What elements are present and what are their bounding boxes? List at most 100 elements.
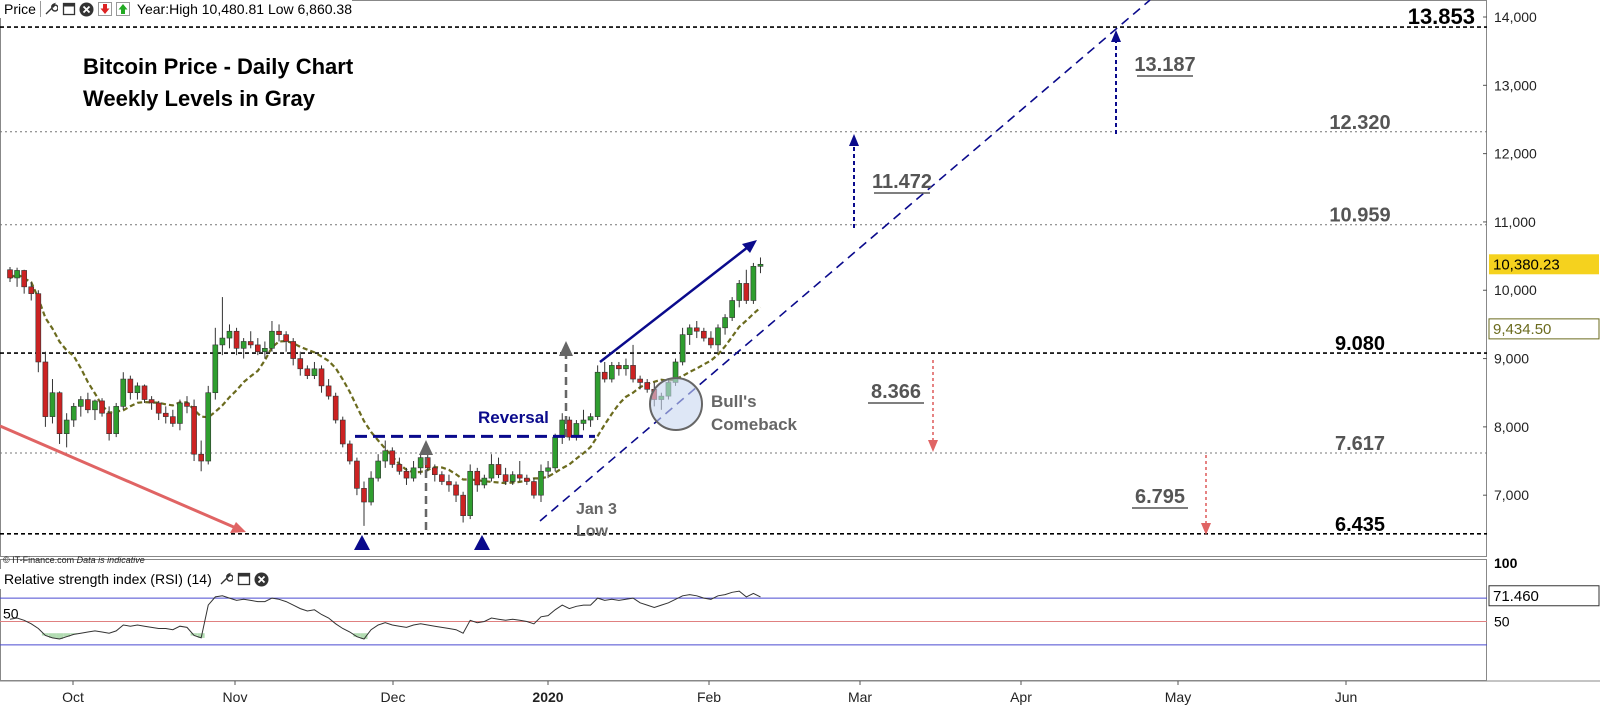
candle-body — [162, 412, 169, 417]
candle-body — [226, 330, 233, 339]
candle-body — [502, 474, 509, 482]
candle-body — [396, 464, 403, 472]
close-icon[interactable] — [254, 571, 270, 587]
candle-body — [467, 470, 474, 516]
candle-body — [332, 395, 339, 421]
bulls-label: Comeback — [711, 415, 798, 434]
candle-body — [120, 378, 127, 407]
price-label: Price — [0, 1, 41, 17]
candle-body — [495, 464, 502, 475]
candle-body — [297, 358, 304, 370]
candle-body — [431, 467, 438, 475]
close-icon[interactable] — [79, 1, 95, 17]
candle-body — [78, 399, 84, 407]
wrench-icon[interactable] — [43, 1, 59, 17]
downtrend-arrowhead — [230, 522, 246, 533]
target-arrowhead — [849, 134, 859, 146]
price-panel-frame — [0, 0, 1487, 557]
candle-body — [219, 337, 226, 346]
rsi-oversold-fill — [56, 633, 64, 640]
target-label: 11.472 — [872, 171, 932, 193]
y-tick-label: 14,000 — [1494, 9, 1537, 25]
candle-body — [354, 460, 360, 489]
candle-body — [587, 416, 594, 421]
candle-body — [410, 467, 417, 479]
x-tick-label: Mar — [848, 689, 872, 705]
candle-body — [722, 317, 728, 329]
jan3-label: Jan 3 — [576, 501, 617, 518]
rsi-value-label: 71.460 — [1493, 588, 1539, 605]
ma-value-badge — [1488, 318, 1600, 340]
downtrend-arrow — [0, 424, 237, 530]
candle-body — [141, 385, 148, 400]
rsi-oversold-fill — [353, 633, 361, 637]
rsi-oversold-fill — [70, 633, 78, 635]
candle-body — [417, 457, 424, 469]
candle-body — [403, 470, 410, 479]
candle-body — [545, 467, 551, 472]
rsi-oversold-fill — [190, 633, 198, 636]
candle-body — [205, 392, 212, 462]
down-arrow-icon[interactable] — [97, 1, 113, 17]
candle-body — [736, 283, 743, 301]
candle-body — [552, 436, 558, 469]
candle-body — [184, 402, 190, 407]
candle-body — [347, 443, 353, 462]
candle-body — [382, 450, 389, 462]
low-marker-icon — [354, 535, 370, 550]
candle-body — [686, 327, 693, 335]
chart-title: Bitcoin Price - Daily Chart — [83, 54, 354, 79]
candle-body — [269, 330, 275, 349]
rsi-label: Relative strength index (RSI) (14) — [4, 571, 212, 587]
x-tick-label: Oct — [62, 689, 84, 705]
target-arrowhead — [1201, 523, 1211, 535]
candle-body — [474, 470, 481, 486]
candle-body — [637, 378, 643, 383]
candle-body — [601, 371, 608, 380]
candle-body — [99, 400, 105, 414]
candle-body — [375, 460, 381, 479]
window-icon[interactable] — [61, 1, 77, 17]
candle-body — [389, 450, 396, 465]
momentum-arrowhead — [742, 240, 757, 253]
low-marker-icon — [474, 535, 490, 550]
candle-body — [113, 406, 119, 435]
candle-body — [509, 474, 516, 482]
candle-body — [559, 419, 566, 438]
candle-body — [134, 385, 141, 394]
key-level-label: 6.435 — [1335, 514, 1385, 536]
gray-arrowhead — [559, 341, 573, 356]
target-label: 6.795 — [1135, 486, 1185, 508]
candle-body — [743, 283, 750, 301]
candle-body — [56, 392, 63, 435]
window-icon[interactable] — [236, 571, 252, 587]
candle-body — [155, 402, 162, 414]
y-tick-label: 8,000 — [1494, 419, 1529, 435]
ma-value-label: 9,434.50 — [1493, 321, 1551, 338]
candle-body — [148, 399, 155, 404]
candle-body — [524, 477, 530, 482]
key-level-label: 10.959 — [1329, 205, 1390, 227]
x-tick-label: Dec — [381, 689, 406, 705]
rsi-line — [9, 590, 761, 640]
candle-body — [28, 286, 35, 294]
candle-body — [92, 400, 98, 411]
candle-body — [276, 330, 282, 335]
candle-body — [318, 368, 325, 387]
candle-body — [198, 453, 204, 462]
wrench-icon[interactable] — [218, 571, 234, 587]
candle-body — [538, 470, 544, 496]
y-tick-label: 7,000 — [1494, 487, 1529, 503]
year-range-text: Year:High 10,480.81 Low 6,860.38 — [136, 1, 353, 17]
moving-average-line — [9, 272, 762, 485]
x-tick-label: May — [1165, 689, 1191, 705]
candle-body — [283, 334, 289, 342]
candle-body — [757, 263, 764, 267]
rsi-y-tick-label: 100 — [1494, 555, 1518, 571]
up-arrow-icon[interactable] — [115, 1, 131, 17]
momentum-arrow — [599, 246, 749, 363]
candle-body — [729, 300, 735, 318]
candle-body — [304, 368, 311, 376]
candle-body — [14, 270, 20, 279]
candle-body — [481, 477, 488, 486]
